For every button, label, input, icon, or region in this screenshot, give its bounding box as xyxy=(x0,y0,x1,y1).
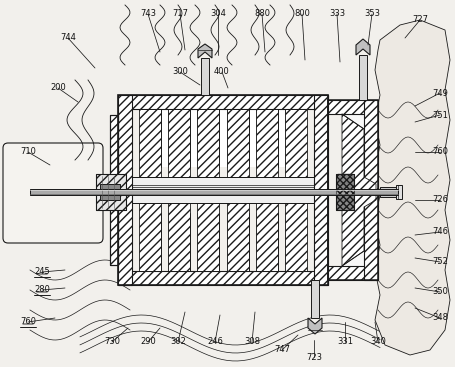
Text: 304: 304 xyxy=(210,10,225,18)
Text: 730: 730 xyxy=(104,338,120,346)
Text: 880: 880 xyxy=(253,10,269,18)
Polygon shape xyxy=(341,114,375,266)
Bar xyxy=(110,115,118,265)
Bar xyxy=(255,109,277,177)
Text: 353: 353 xyxy=(363,10,379,18)
Bar xyxy=(284,109,306,177)
Text: 340: 340 xyxy=(369,338,385,346)
Text: 200: 200 xyxy=(50,84,66,92)
Bar xyxy=(358,55,366,100)
Bar xyxy=(118,95,327,109)
Bar xyxy=(190,109,197,167)
Bar xyxy=(131,203,313,271)
Bar xyxy=(255,203,277,271)
Bar xyxy=(161,109,168,167)
Text: 302: 302 xyxy=(170,338,186,346)
Bar xyxy=(327,100,377,280)
Text: 743: 743 xyxy=(140,10,156,18)
Bar xyxy=(197,109,219,177)
Text: 308: 308 xyxy=(243,338,259,346)
Text: 246: 246 xyxy=(207,338,222,346)
Bar xyxy=(327,100,377,114)
Bar xyxy=(96,174,126,210)
Bar xyxy=(139,203,161,271)
Polygon shape xyxy=(374,20,449,355)
Text: 800: 800 xyxy=(293,10,309,18)
Text: 749: 749 xyxy=(431,88,447,98)
Text: 723: 723 xyxy=(305,352,321,361)
Text: 751: 751 xyxy=(431,110,447,120)
Bar xyxy=(248,109,255,167)
Bar xyxy=(30,189,397,195)
Polygon shape xyxy=(355,39,369,55)
Bar xyxy=(168,109,190,177)
Text: 746: 746 xyxy=(431,228,447,236)
Bar xyxy=(226,203,248,271)
Text: 717: 717 xyxy=(172,10,187,18)
Text: 333: 333 xyxy=(328,10,344,18)
Bar xyxy=(197,203,219,271)
Bar xyxy=(131,109,313,177)
Text: 747: 747 xyxy=(273,345,289,355)
Bar xyxy=(379,187,397,197)
Polygon shape xyxy=(197,44,212,58)
Text: 400: 400 xyxy=(214,68,229,76)
Polygon shape xyxy=(307,318,321,334)
Text: 726: 726 xyxy=(431,196,447,204)
Bar xyxy=(100,184,120,200)
Bar xyxy=(313,95,327,285)
Bar xyxy=(118,95,131,285)
Text: 744: 744 xyxy=(60,33,76,43)
Bar xyxy=(310,280,318,318)
Bar xyxy=(395,185,401,199)
FancyBboxPatch shape xyxy=(3,143,103,243)
Bar xyxy=(335,174,353,210)
Bar xyxy=(118,271,327,285)
Bar xyxy=(335,174,353,210)
Bar xyxy=(201,58,208,95)
Text: 760: 760 xyxy=(20,317,36,327)
Text: 350: 350 xyxy=(431,287,447,297)
Text: 300: 300 xyxy=(172,68,187,76)
Text: 280: 280 xyxy=(34,286,50,294)
Bar xyxy=(226,109,248,177)
Bar xyxy=(110,115,118,265)
Text: 727: 727 xyxy=(411,15,427,25)
Bar xyxy=(341,114,363,266)
Text: 752: 752 xyxy=(431,258,447,266)
Bar xyxy=(96,174,126,210)
Bar xyxy=(219,109,226,167)
Bar xyxy=(277,109,284,167)
Text: 331: 331 xyxy=(336,338,352,346)
Text: 245: 245 xyxy=(34,268,50,276)
Bar xyxy=(363,100,377,280)
Text: 348: 348 xyxy=(431,313,447,323)
Text: 710: 710 xyxy=(20,148,36,156)
Bar xyxy=(131,177,313,203)
Bar xyxy=(284,203,306,271)
Bar xyxy=(168,203,190,271)
Bar xyxy=(118,95,327,285)
Bar xyxy=(327,266,377,280)
Text: 760: 760 xyxy=(431,148,447,156)
Text: 290: 290 xyxy=(140,338,156,346)
Bar xyxy=(139,109,161,177)
